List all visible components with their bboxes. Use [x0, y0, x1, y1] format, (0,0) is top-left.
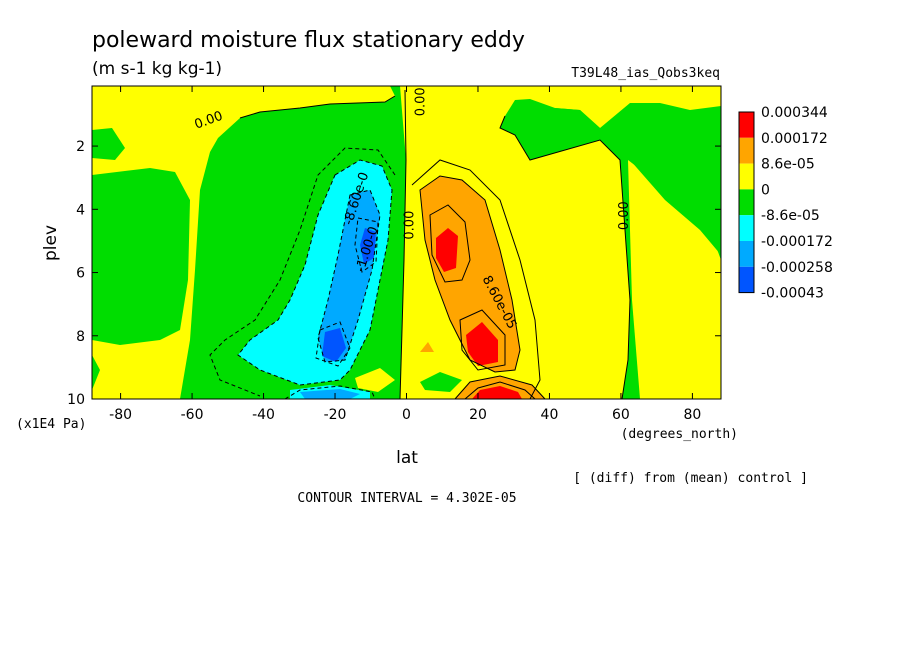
y-tick-label: 4 — [76, 202, 85, 218]
x-axis-label: lat — [396, 448, 418, 468]
y-tick-label: 10 — [67, 392, 85, 408]
run-label: T39L48_ias_Qobs3keq — [571, 66, 720, 81]
zero-contour-center — [399, 89, 407, 400]
orange-spot-small — [420, 342, 434, 352]
color-legend: 0.000344 0.000172 8.6e-05 0 -8.6e-05 -0.00017… — [738, 105, 833, 302]
y-tick-label: 2 — [76, 139, 85, 155]
legend-swatch-5 — [739, 241, 754, 267]
neg-contour-outer — [209, 147, 396, 397]
legend-swatch-2 — [739, 163, 754, 190]
legend-swatch-0 — [739, 112, 754, 138]
mid-blue-region-bottom — [300, 389, 360, 399]
legend-swatch-4 — [739, 215, 754, 241]
x-tick-label: 0 — [402, 407, 411, 423]
legend-label-5: -0.000172 — [761, 234, 833, 250]
legend-swatch-3 — [739, 189, 754, 216]
legend-swatch-6 — [739, 266, 754, 293]
x-tick-label: 80 — [683, 407, 701, 423]
y-axis-units: (x1E4 Pa) — [16, 417, 86, 432]
legend-swatch-1 — [739, 137, 754, 164]
x-tick-label: -40 — [252, 407, 275, 423]
y-tick-label: 6 — [76, 266, 85, 282]
green-patch-midleft — [92, 168, 190, 345]
neutral-patches — [92, 108, 721, 392]
pos-contour-1 — [419, 175, 521, 373]
plot-area: 0.000.00-8.60e-0-1.00-0 0.008.60e-050.00 — [91, 85, 722, 400]
legend-label-0: 0.000344 — [761, 105, 828, 121]
pos-contour-3 — [459, 309, 506, 371]
y-tick-label: 8 — [76, 329, 85, 345]
red-core-bottom — [472, 386, 522, 399]
pos-contour-2 — [429, 204, 471, 283]
green-patch-upper-left — [92, 128, 125, 160]
zero-contour-right — [499, 115, 631, 400]
legend-label-1: 0.000172 — [761, 131, 828, 147]
x-tick-label: -20 — [324, 407, 347, 423]
green-patch-north-lower — [420, 372, 462, 392]
x-axis: -80 -60 -40 -20 0 20 40 60 80 — [109, 86, 701, 423]
x-tick-label: -80 — [109, 407, 132, 423]
legend-label-7: -0.00043 — [761, 286, 824, 302]
red-core-lower — [466, 322, 498, 366]
neg-contour-bottom — [284, 385, 376, 400]
negative-flux-lobe — [238, 160, 392, 399]
contour-label-4: 0.00 — [403, 211, 418, 240]
x-axis-units: (degrees_north) — [621, 427, 738, 442]
neg-contour-1 — [237, 159, 393, 386]
neg-contour-3 — [354, 217, 379, 273]
orange-region — [420, 176, 520, 372]
legend-label-4: -8.6e-05 — [761, 208, 820, 224]
green-patch-north-upper — [555, 108, 600, 140]
chart-units: (m s-1 kg kg-1) — [92, 59, 222, 79]
dark-blue-core-upper — [360, 228, 376, 264]
x-tick-label: -60 — [181, 407, 204, 423]
yellow-bubble-low — [355, 368, 395, 392]
zero-contour-left — [239, 95, 396, 119]
pos-contour-bottom — [454, 375, 546, 400]
red-core-upper — [436, 228, 458, 272]
neg-contour-4 — [315, 321, 351, 367]
pos-contour-outer — [411, 159, 541, 400]
legend-label-6: -0.000258 — [761, 260, 833, 276]
x-tick-label: 60 — [612, 407, 630, 423]
y-axis: 2 4 6 8 10 — [67, 139, 721, 408]
neg-contour-2 — [317, 189, 381, 363]
contour-interval: CONTOUR INTERVAL = 4.302E-05 — [297, 491, 516, 506]
dark-blue-core-lower — [322, 328, 346, 362]
contour-lines — [239, 89, 631, 400]
pos-contour-bottom-inner — [464, 381, 536, 400]
contour-label-1: 0.00 — [413, 87, 428, 116]
green-patch-north-right — [630, 150, 721, 255]
legend-label-3: 0 — [761, 182, 770, 198]
chart-title: poleward moisture flux stationary eddy — [92, 28, 525, 53]
footnote: [ (diff) from (mean) control ] — [573, 471, 808, 486]
legend-label-2: 8.6e-05 — [761, 157, 815, 173]
negative-contour-lines — [209, 147, 396, 400]
legend-frame — [738, 111, 755, 294]
x-tick-label: 40 — [541, 407, 559, 423]
contour-label-6: 0.00 — [617, 201, 632, 230]
y-axis-label: plev — [41, 225, 61, 261]
x-tick-label: 20 — [469, 407, 487, 423]
